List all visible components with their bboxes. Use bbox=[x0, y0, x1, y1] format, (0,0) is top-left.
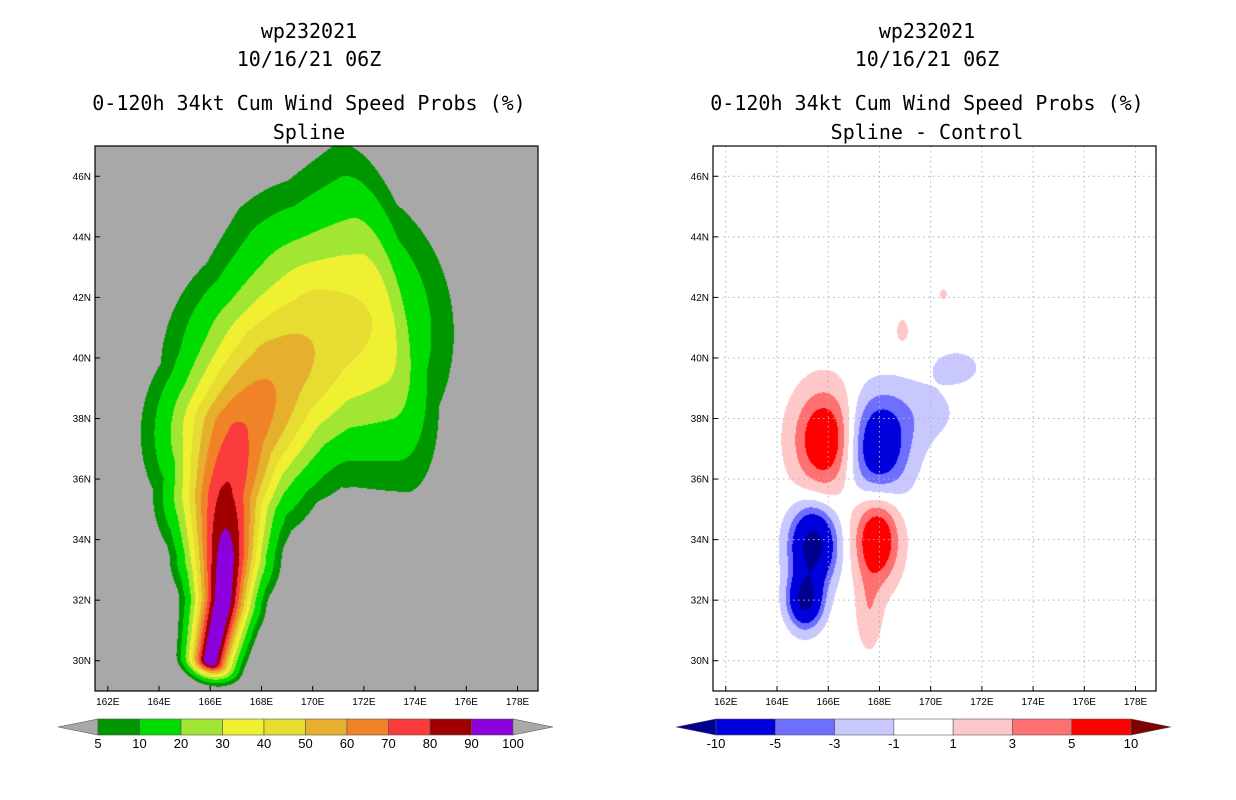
colorbar-swatch bbox=[263, 718, 306, 736]
colorbar-min-extension bbox=[675, 718, 717, 736]
y-tick-label: 42N bbox=[73, 293, 91, 304]
colorbar-label: 50 bbox=[298, 736, 312, 751]
colorbar-label: -10 bbox=[707, 736, 726, 751]
colorbar-swatch bbox=[1012, 718, 1073, 736]
left-title-date: 10/16/21 06Z bbox=[237, 47, 382, 71]
colorbar-swatch bbox=[952, 718, 1013, 736]
colorbar-swatch bbox=[180, 718, 223, 736]
colorbar-min-extension bbox=[57, 718, 99, 736]
y-tick-label: 32N bbox=[73, 596, 91, 607]
colorbar-label: 5 bbox=[94, 736, 101, 751]
x-tick-label: 176E bbox=[1073, 697, 1097, 708]
y-tick-label: 36N bbox=[73, 475, 91, 486]
y-tick-label: 46N bbox=[691, 172, 709, 183]
right-axis-ticks: 162E 164E 166E 168E 170E 172E 174E 176E 178E 30N 3… bbox=[691, 172, 1148, 708]
colorbar-label: 90 bbox=[464, 736, 478, 751]
y-tick-label: 38N bbox=[73, 414, 91, 425]
left-title-product: 0-120h 34kt Cum Wind Speed Probs (%) bbox=[92, 91, 525, 115]
right-title-date: 10/16/21 06Z bbox=[855, 47, 1000, 71]
right-colorbar: -10 -5 -3 -1 1 3 5 10 bbox=[675, 718, 1172, 751]
x-tick-label: 178E bbox=[506, 697, 530, 708]
right-plot-area: 162E 164E 166E 168E 170E 172E 174E 176E 178E 30N 3… bbox=[691, 145, 1157, 708]
colorbar-swatch bbox=[1071, 718, 1132, 736]
colorbar-label: -3 bbox=[829, 736, 841, 751]
x-tick-label: 174E bbox=[403, 697, 427, 708]
colorbar-label: 10 bbox=[132, 736, 146, 751]
colorbar-swatch bbox=[388, 718, 431, 736]
y-tick-label: 40N bbox=[691, 353, 709, 364]
y-tick-label: 46N bbox=[73, 172, 91, 183]
colorbar-label: 70 bbox=[381, 736, 395, 751]
colorbar-swatch bbox=[715, 718, 776, 736]
y-tick-label: 30N bbox=[691, 656, 709, 667]
colorbar-swatch bbox=[305, 718, 348, 736]
right-title-storm: wp232021 bbox=[879, 19, 975, 43]
x-tick-label: 170E bbox=[301, 697, 325, 708]
colorbar-label: 40 bbox=[257, 736, 271, 751]
colorbar-swatch bbox=[834, 718, 895, 736]
y-tick-label: 36N bbox=[691, 475, 709, 486]
colorbar-label: 1 bbox=[950, 736, 957, 751]
y-tick-label: 44N bbox=[691, 232, 709, 243]
y-tick-label: 34N bbox=[73, 535, 91, 546]
colorbar-swatch bbox=[97, 718, 140, 736]
x-tick-label: 164E bbox=[147, 697, 171, 708]
right-plot-frame bbox=[712, 145, 1157, 692]
colorbar-label: 3 bbox=[1009, 736, 1016, 751]
left-axis-ticks: 162E 164E 166E 168E 170E 172E 174E 176E 178E 30N 3… bbox=[73, 172, 530, 708]
colorbar-label: -1 bbox=[888, 736, 900, 751]
x-tick-label: 166E bbox=[817, 697, 841, 708]
left-plot-area: 162E 164E 166E 168E 170E 172E 174E 176E 178E 30N 3… bbox=[73, 145, 539, 708]
x-tick-label: 172E bbox=[970, 697, 994, 708]
x-tick-label: 162E bbox=[714, 697, 738, 708]
x-tick-label: 172E bbox=[352, 697, 376, 708]
left-plot-frame bbox=[94, 145, 539, 692]
y-tick-label: 44N bbox=[73, 232, 91, 243]
x-tick-label: 162E bbox=[96, 697, 120, 708]
colorbar-label: 100 bbox=[502, 736, 524, 751]
left-title-method: Spline bbox=[273, 120, 345, 144]
x-tick-label: 174E bbox=[1021, 697, 1045, 708]
x-tick-label: 176E bbox=[455, 697, 479, 708]
colorbar-label: 20 bbox=[174, 736, 188, 751]
colorbar-swatch bbox=[893, 718, 954, 736]
x-tick-label: 178E bbox=[1124, 697, 1148, 708]
x-tick-label: 170E bbox=[919, 697, 943, 708]
x-tick-label: 168E bbox=[868, 697, 892, 708]
colorbar-swatch bbox=[429, 718, 472, 736]
colorbar-label: 30 bbox=[215, 736, 229, 751]
y-tick-label: 40N bbox=[73, 353, 91, 364]
y-tick-label: 42N bbox=[691, 293, 709, 304]
y-tick-label: 32N bbox=[691, 596, 709, 607]
colorbar-swatch bbox=[222, 718, 265, 736]
x-tick-label: 168E bbox=[250, 697, 274, 708]
colorbar-label: 10 bbox=[1124, 736, 1138, 751]
colorbar-swatch bbox=[346, 718, 389, 736]
colorbar-label: 60 bbox=[340, 736, 354, 751]
left-probability-field bbox=[95, 146, 538, 691]
right-title-method: Spline - Control bbox=[831, 120, 1024, 144]
colorbar-swatch bbox=[139, 718, 182, 736]
colorbar-max-extension bbox=[1130, 718, 1172, 736]
y-tick-label: 38N bbox=[691, 414, 709, 425]
y-tick-label: 30N bbox=[73, 656, 91, 667]
colorbar-swatch bbox=[774, 718, 835, 736]
right-gridlines bbox=[713, 146, 1156, 691]
colorbar-swatch bbox=[471, 718, 514, 736]
x-tick-label: 166E bbox=[199, 697, 223, 708]
y-tick-label: 34N bbox=[691, 535, 709, 546]
colorbar-max-extension bbox=[512, 718, 554, 736]
left-title-storm: wp232021 bbox=[261, 19, 357, 43]
colorbar-label: -5 bbox=[770, 736, 782, 751]
colorbar-label: 5 bbox=[1068, 736, 1075, 751]
x-tick-label: 164E bbox=[765, 697, 789, 708]
colorbar-label: 80 bbox=[423, 736, 437, 751]
left-colorbar: 5 10 20 30 40 50 60 70 80 90 100 bbox=[57, 718, 554, 751]
right-title-product: 0-120h 34kt Cum Wind Speed Probs (%) bbox=[710, 91, 1143, 115]
